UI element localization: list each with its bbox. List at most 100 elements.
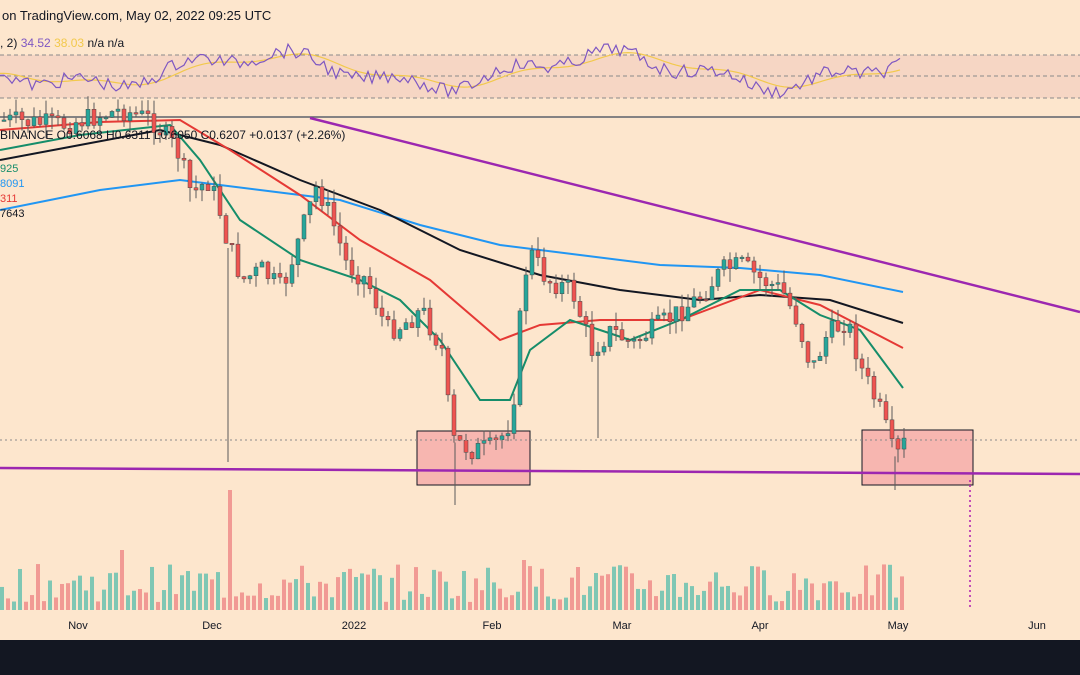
volume-bar (0, 586, 4, 610)
volume-bar (318, 581, 322, 610)
volume-bar (24, 601, 28, 610)
candle-body (283, 276, 289, 284)
rsi-readout: , 2) 34.52 38.03 n/a n/a (0, 36, 124, 50)
candle-body (781, 282, 787, 294)
volume-bar (414, 567, 418, 610)
candle-body (607, 326, 613, 347)
rsi-value: 34.52 (20, 36, 51, 50)
volume-bar (420, 593, 424, 610)
candle-body (751, 260, 757, 273)
volume-bar (90, 576, 94, 610)
rsi-ma-line (0, 51, 901, 88)
volume-bar (402, 599, 406, 610)
rsi-line (0, 42, 901, 99)
candle-body (841, 330, 847, 333)
volume-bar (78, 575, 82, 610)
candle-body (397, 329, 403, 339)
candle-body (853, 323, 859, 360)
candle-body (163, 126, 169, 136)
candle-body (535, 249, 541, 258)
volume-bar (348, 568, 352, 610)
volume-bar (552, 598, 556, 610)
ma-label-0: 925 (0, 163, 19, 175)
candle-body (865, 367, 871, 377)
volume-bar (882, 564, 886, 610)
volume-bar (60, 583, 64, 610)
candle-body (745, 256, 751, 262)
candle-body (19, 111, 25, 120)
volume-bar (846, 592, 850, 610)
candle-body (223, 215, 229, 244)
candle-body (559, 282, 565, 295)
candle-body (727, 259, 733, 269)
volume-bar (540, 568, 544, 610)
volume-bar (690, 586, 694, 610)
volume-bar (198, 573, 202, 610)
volume-bar (570, 577, 574, 610)
candle-body (823, 337, 829, 357)
footer-bar (0, 640, 1080, 675)
volume-bar (894, 597, 898, 610)
candle-body (757, 271, 763, 278)
candle-body (697, 296, 703, 300)
volume-bar (438, 571, 442, 610)
candle-body (475, 443, 481, 460)
volume-bar (756, 566, 760, 610)
candle-body (319, 186, 325, 206)
volume-bar (864, 565, 868, 610)
candle-body (661, 312, 667, 316)
candle-body (85, 109, 91, 127)
ma-label-3: 7643 (0, 208, 25, 220)
candle-body (97, 117, 103, 126)
header-title: on TradingView.com, May 02, 2022 09:25 U… (2, 8, 272, 23)
volume-bar (630, 573, 634, 610)
x-axis-tick: 2022 (341, 620, 367, 632)
candle-body (691, 296, 697, 308)
volume-bar (378, 575, 382, 610)
x-axis-tick: Feb (482, 620, 502, 632)
volume-bar (762, 570, 766, 610)
candle-body (493, 437, 499, 441)
candle-body (73, 122, 79, 134)
candle-body (259, 261, 265, 268)
candle-body (169, 126, 175, 138)
candle-body (553, 282, 559, 295)
candle-body (541, 257, 547, 282)
volume-bar (246, 595, 250, 610)
candle-body (643, 337, 649, 341)
volume-bar (876, 574, 880, 610)
volume-bar (504, 597, 508, 610)
volume-bar (462, 570, 466, 610)
candle-body (211, 186, 217, 191)
candle-body (505, 433, 511, 437)
volume-bar (6, 598, 10, 610)
volume-bar (852, 596, 856, 610)
candle-body (889, 419, 895, 439)
volume-bar (858, 593, 862, 610)
candle-body (13, 111, 19, 116)
candle-body (523, 274, 529, 312)
candle-body (709, 286, 715, 301)
candle-body (703, 299, 709, 302)
volume-bar (594, 572, 598, 610)
volume-bar (312, 596, 316, 610)
volume-bar (612, 566, 616, 610)
candle-body (517, 310, 523, 406)
candle-body (829, 320, 835, 338)
candle-body (715, 269, 721, 287)
volume-bar (696, 595, 700, 610)
volume-bar (900, 576, 904, 610)
volume-bar (780, 601, 784, 610)
rsi-na-1: n/a (87, 36, 105, 50)
candle-body (217, 186, 223, 216)
candle-body (355, 274, 361, 285)
rsi-na-2: n/a (107, 36, 125, 50)
volume-bar (390, 577, 394, 610)
candle-body (817, 356, 823, 361)
volume-bar (576, 567, 580, 610)
candle-body (193, 187, 199, 191)
volume-bar (396, 564, 400, 610)
volume-bar (444, 581, 448, 610)
volume-bar (108, 573, 112, 610)
